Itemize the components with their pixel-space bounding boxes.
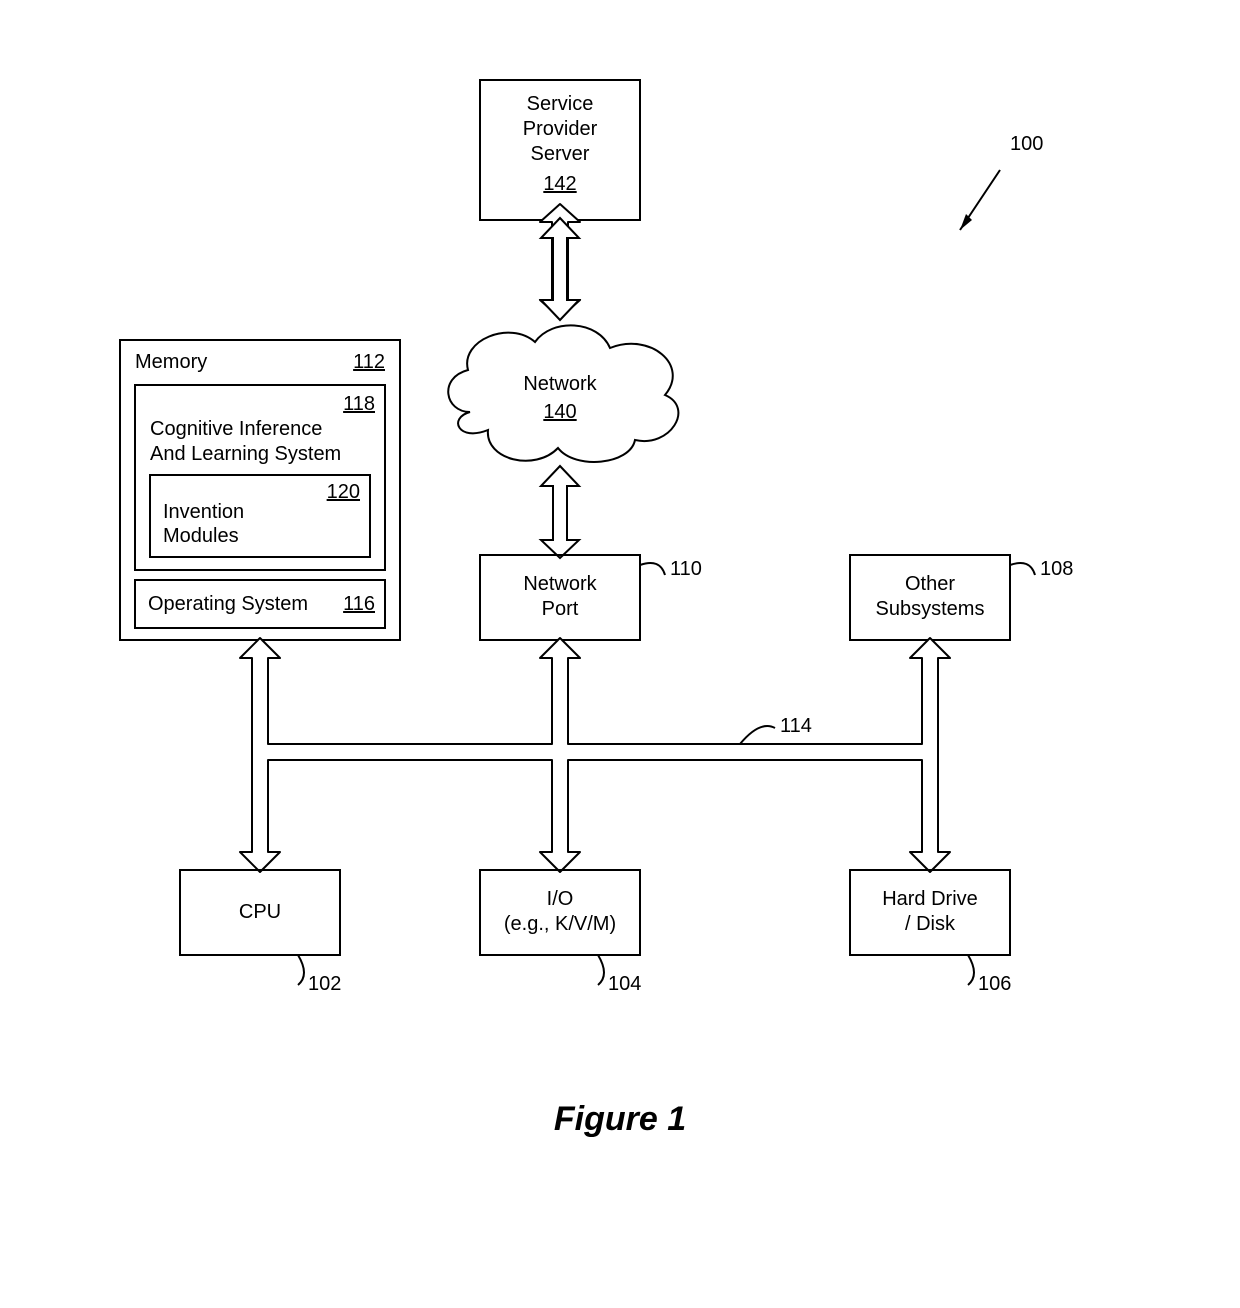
cils-line1: Cognitive Inference	[150, 418, 322, 440]
io-ref: 104	[608, 973, 641, 995]
service-provider-line3: Server	[531, 143, 590, 165]
network-cloud: Network 140	[448, 325, 678, 462]
io-line2: (e.g., K/V/M)	[504, 913, 616, 935]
cils-ref: 118	[343, 393, 375, 415]
arrow-net-to-port	[541, 466, 579, 558]
network-ref: 140	[543, 401, 576, 423]
invention-line1: Invention	[163, 501, 244, 523]
cpu-box: CPU	[180, 870, 340, 955]
other-subsystems-box: Other Subsystems	[850, 555, 1010, 640]
bus-callout: 114	[740, 715, 812, 744]
hard-drive-box: Hard Drive / Disk	[850, 870, 1010, 955]
figure-title: Figure 1	[554, 1100, 686, 1138]
network-port-callout: 110	[640, 558, 702, 580]
hd-line1: Hard Drive	[882, 888, 978, 910]
bus	[240, 638, 950, 872]
invention-ref: 120	[327, 481, 360, 503]
memory-label: Memory	[135, 351, 207, 373]
othersub-ref: 108	[1040, 558, 1073, 580]
cils-line2: And Learning System	[150, 443, 341, 465]
invention-line2: Modules	[163, 525, 239, 547]
cpu-ref: 102	[308, 973, 341, 995]
io-callout: 104	[598, 955, 641, 995]
service-provider-ref: 142	[543, 173, 576, 195]
netport-line2: Port	[542, 598, 579, 620]
other-subsystems-callout: 108	[1010, 558, 1073, 580]
network-label: Network	[523, 373, 597, 395]
cpu-callout: 102	[298, 955, 341, 995]
service-provider-line1: Service	[527, 93, 594, 115]
service-provider-box: Service Provider Server 142	[480, 80, 640, 220]
os-label: Operating System	[148, 593, 308, 615]
cpu-line1: CPU	[239, 901, 281, 923]
invention-box: 120 Invention Modules	[150, 475, 370, 557]
hd-ref: 106	[978, 973, 1011, 995]
os-box: Operating System 116	[135, 580, 385, 628]
hard-drive-callout: 106	[968, 955, 1011, 995]
bus-ref: 114	[780, 715, 812, 737]
othersub-line1: Other	[905, 573, 955, 595]
netport-ref: 110	[670, 558, 702, 580]
overall-ref-number: 100	[1010, 133, 1043, 155]
hd-line2: / Disk	[905, 913, 956, 935]
service-provider-line2: Provider	[523, 118, 598, 140]
netport-line1: Network	[523, 573, 597, 595]
memory-ref: 112	[353, 351, 385, 373]
overall-ref: 100	[960, 133, 1043, 230]
arrow-sp-net	[541, 218, 579, 320]
network-port-box: Network Port	[480, 555, 640, 640]
io-box: I/O (e.g., K/V/M)	[480, 870, 640, 955]
os-ref: 116	[343, 593, 375, 615]
io-line1: I/O	[547, 888, 574, 910]
othersub-line2: Subsystems	[876, 598, 985, 620]
